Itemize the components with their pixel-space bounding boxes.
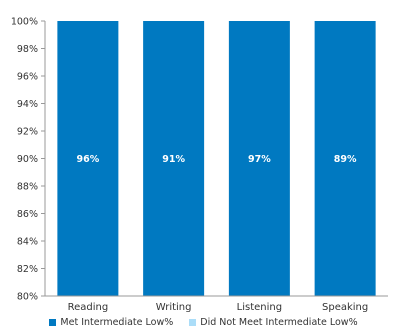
legend-swatch — [49, 318, 57, 326]
x-category-label: Speaking — [322, 302, 368, 313]
y-tick-label: 88% — [17, 182, 38, 193]
y-tick-label: 90% — [17, 154, 38, 165]
data-labels: 96%4%91%9%97%3%89%11% — [77, 154, 357, 165]
y-tick-label: 100% — [11, 17, 38, 28]
y-tick-label: 80% — [17, 292, 38, 303]
data-label: 96% — [77, 154, 100, 165]
data-label: 97% — [248, 154, 271, 165]
bar-segment — [228, 21, 290, 296]
x-category-label: Writing — [156, 302, 192, 313]
y-tick-label: 86% — [17, 209, 38, 220]
bars — [57, 21, 376, 296]
legend-item: Did Not Meet Intermediate Low% — [189, 316, 358, 328]
x-category-label: Listening — [237, 302, 282, 313]
x-category-label: Reading — [68, 302, 109, 313]
y-tick-label: 94% — [17, 99, 38, 110]
legend-label: Did Not Meet Intermediate Low% — [200, 316, 358, 328]
y-tick-label: 82% — [17, 264, 38, 275]
data-label: 89% — [334, 154, 357, 165]
data-label: 91% — [162, 154, 185, 165]
bar-segment — [143, 21, 205, 296]
legend-item: Met Intermediate Low% — [49, 317, 173, 328]
y-tick-label: 98% — [17, 44, 38, 55]
y-tick-label: 92% — [17, 127, 38, 138]
bar-segment — [314, 21, 376, 296]
legend-label: Met Intermediate Low% — [60, 316, 174, 328]
y-axis: 80% 82% 84% 86% 88% 90% 92% 94% 96% 98% 100% — [11, 17, 46, 303]
bar-segment — [57, 21, 119, 296]
y-tick-label: 96% — [17, 72, 38, 83]
legend: Met Intermediate Low% Did Not Meet Interm… — [0, 315, 407, 329]
y-tick-label: 84% — [17, 237, 38, 248]
x-axis: Reading Writing Listening Speaking — [45, 295, 388, 313]
legend-swatch — [189, 318, 197, 326]
